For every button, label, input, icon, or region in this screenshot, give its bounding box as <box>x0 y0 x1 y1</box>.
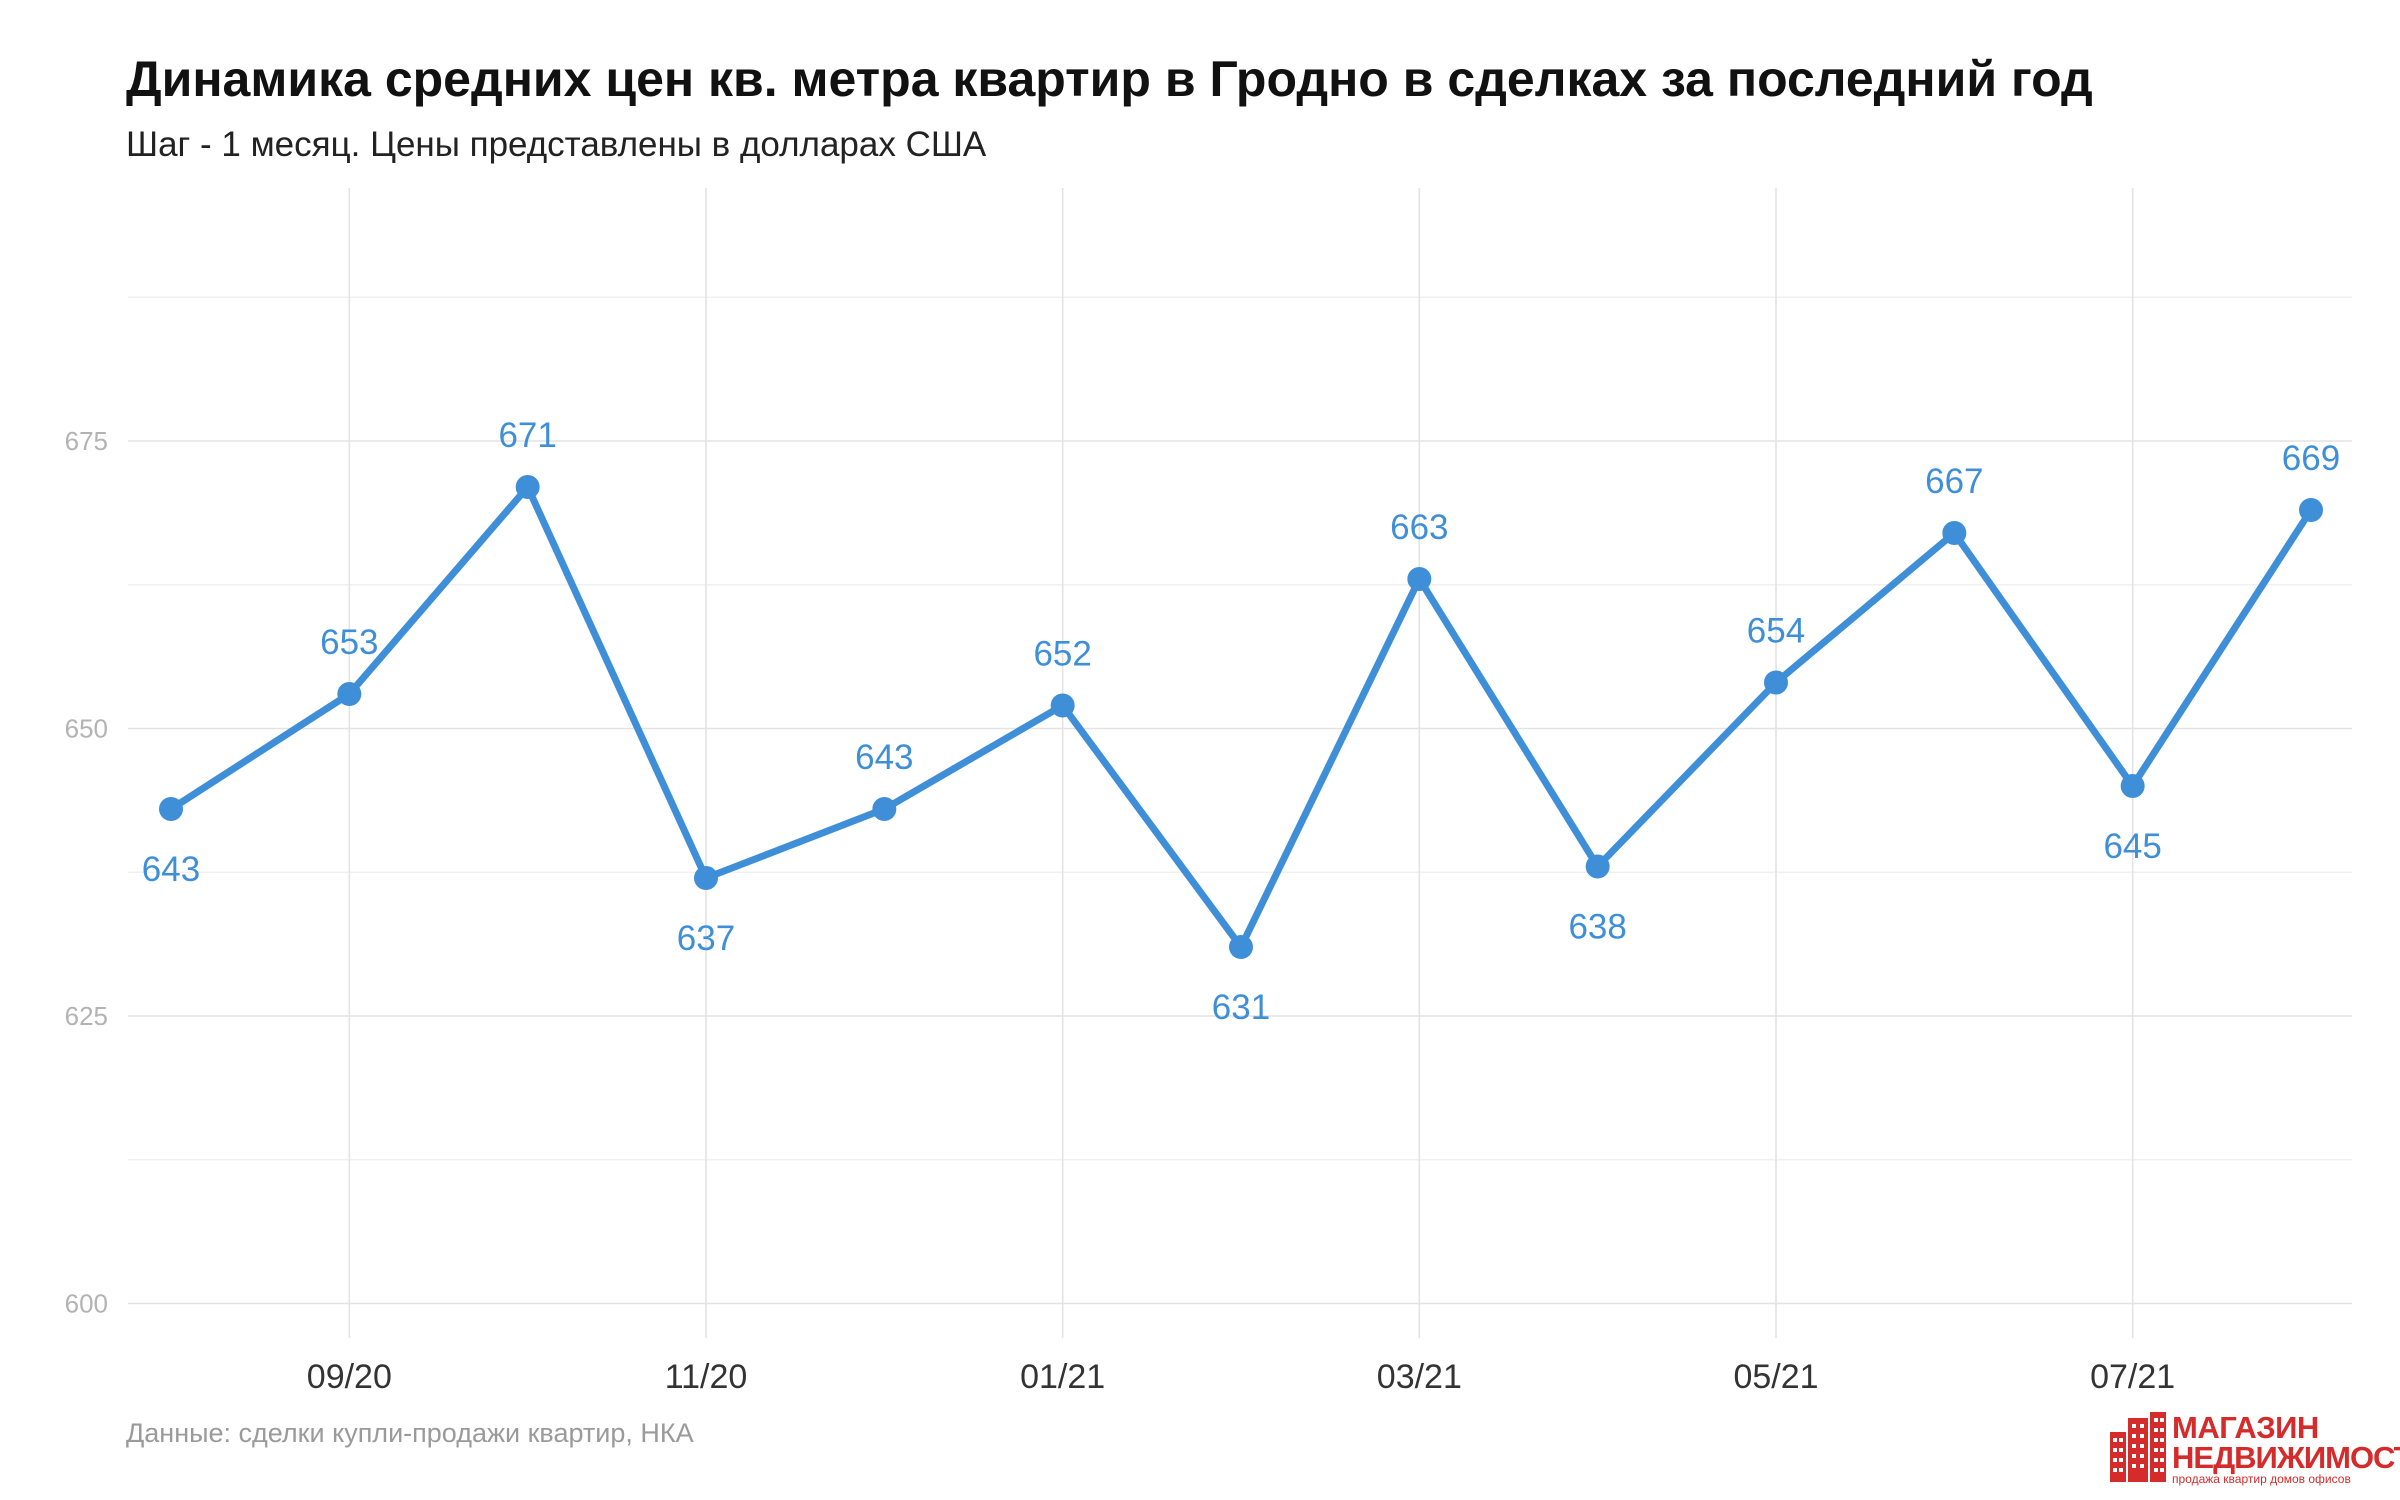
y-axis-ticks: 600 625 650 675 <box>65 426 108 1319</box>
building-icon <box>2110 1412 2166 1482</box>
chart-subtitle: Шаг - 1 месяц. Цены представлены в долла… <box>126 125 987 164</box>
data-label: 671 <box>498 416 556 455</box>
data-label: 637 <box>677 919 735 958</box>
data-point <box>159 797 183 821</box>
x-tick-label: 11/20 <box>665 1358 748 1396</box>
data-point <box>694 866 718 890</box>
data-label: 643 <box>855 738 913 777</box>
data-labels: 643 653 671 637 643 652 631 663 638 654 667 645 669 <box>142 416 2340 1027</box>
data-point <box>515 475 540 499</box>
logo-line-3: продажа квартир домов офисов <box>2172 1472 2351 1486</box>
data-point <box>2299 498 2323 522</box>
data-point <box>1585 854 1610 879</box>
price-series <box>159 475 2323 959</box>
x-tick-label: 07/21 <box>2090 1358 2175 1396</box>
data-point <box>1050 693 1075 718</box>
data-point <box>1229 935 1253 959</box>
x-tick-label: 03/21 <box>1377 1358 1462 1396</box>
x-tick-label: 01/21 <box>1020 1358 1105 1396</box>
data-label: 654 <box>1747 612 1805 651</box>
data-label: 653 <box>320 623 378 662</box>
data-label: 643 <box>142 850 200 889</box>
data-point <box>337 682 362 706</box>
grid-lines <box>128 188 2352 1338</box>
source-caption: Данные: сделки купли-продажи квартир, НК… <box>126 1418 694 1448</box>
x-axis-ticks: 09/20 11/20 01/21 03/21 05/21 07/21 <box>307 1358 2175 1396</box>
data-label: 667 <box>1925 462 1983 501</box>
brand-logo: МАГАЗИН НЕДВИЖИМОСТИ продажа квартир дом… <box>2108 1410 2400 1486</box>
logo-line-1: МАГАЗИН <box>2172 1410 2319 1445</box>
data-label: 645 <box>2103 827 2161 866</box>
data-label: 669 <box>2282 439 2340 478</box>
data-label: 663 <box>1390 508 1448 547</box>
y-tick-label: 650 <box>65 714 108 744</box>
y-tick-label: 600 <box>65 1289 108 1319</box>
x-tick-label: 09/20 <box>307 1358 392 1396</box>
x-tick-label: 05/21 <box>1733 1358 1818 1396</box>
data-label: 638 <box>1568 908 1626 947</box>
y-tick-label: 625 <box>65 1001 108 1031</box>
logo-line-2: НЕДВИЖИМОСТИ <box>2172 1440 2400 1475</box>
data-label: 631 <box>1212 988 1270 1027</box>
data-label: 652 <box>1033 635 1091 674</box>
series-line <box>167 483 2315 951</box>
data-point <box>1407 567 1432 591</box>
data-point <box>1942 521 1967 545</box>
data-point <box>872 797 897 821</box>
data-point <box>2120 774 2145 798</box>
chart-title: Динамика средних цен кв. метра квартир в… <box>126 51 2093 107</box>
y-tick-label: 675 <box>65 426 108 456</box>
data-point <box>1764 670 1788 695</box>
